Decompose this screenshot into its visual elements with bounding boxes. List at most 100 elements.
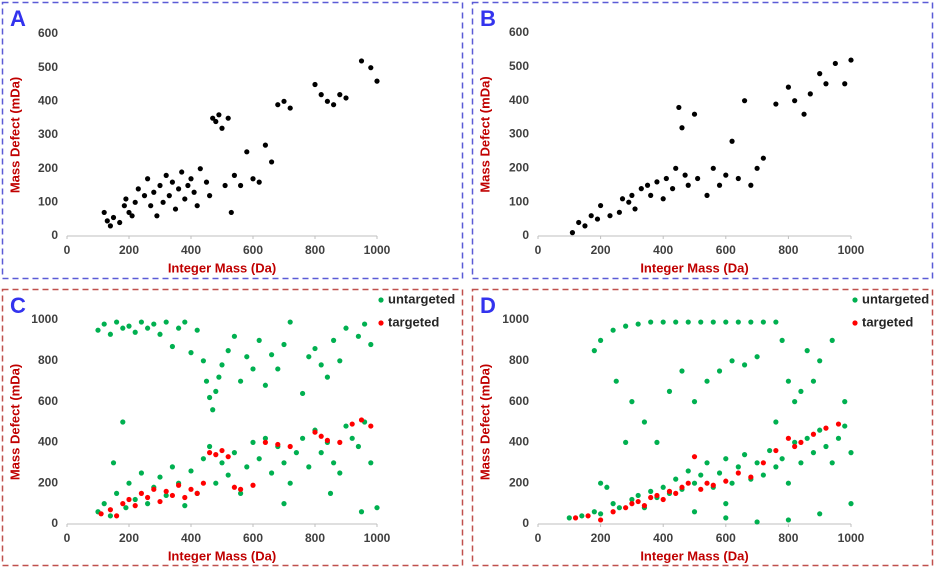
point bbox=[231, 484, 237, 490]
point bbox=[358, 509, 365, 515]
point bbox=[287, 443, 293, 450]
point bbox=[779, 337, 785, 343]
x-tick-label: 1000 bbox=[364, 243, 391, 257]
point bbox=[222, 182, 228, 189]
point bbox=[673, 319, 679, 325]
panel-border bbox=[1, 1, 464, 280]
point bbox=[735, 470, 741, 476]
legend-label: untargeted bbox=[862, 291, 929, 306]
point bbox=[754, 460, 760, 466]
point bbox=[632, 206, 638, 212]
point bbox=[685, 468, 691, 474]
point bbox=[269, 470, 275, 476]
point bbox=[835, 435, 842, 441]
point bbox=[275, 441, 281, 448]
x-tick-label: 400 bbox=[653, 531, 673, 545]
point bbox=[126, 496, 132, 503]
point bbox=[698, 472, 704, 478]
point bbox=[145, 176, 151, 182]
point bbox=[145, 494, 151, 501]
point bbox=[666, 388, 673, 394]
y-tick-label: 100 bbox=[38, 195, 58, 209]
point bbox=[691, 111, 698, 117]
point bbox=[810, 450, 817, 456]
point bbox=[188, 486, 194, 492]
x-tick-label: 800 bbox=[778, 531, 798, 545]
x-tick-label: 0 bbox=[64, 531, 71, 545]
point bbox=[598, 337, 604, 343]
point bbox=[362, 321, 368, 327]
point bbox=[225, 472, 231, 478]
point bbox=[626, 199, 632, 205]
point bbox=[107, 223, 113, 229]
point bbox=[792, 399, 798, 405]
point bbox=[848, 501, 854, 507]
y-tick-label: 0 bbox=[51, 228, 58, 242]
point bbox=[306, 354, 312, 360]
point bbox=[644, 182, 651, 188]
y-tick-label: 600 bbox=[509, 394, 529, 408]
point bbox=[619, 196, 626, 202]
panel-letter: D bbox=[480, 293, 496, 318]
point bbox=[123, 196, 129, 202]
point bbox=[355, 333, 361, 339]
point bbox=[120, 325, 126, 331]
legend-marker bbox=[852, 297, 858, 303]
point bbox=[588, 213, 594, 219]
point bbox=[704, 480, 710, 486]
point bbox=[832, 60, 838, 67]
point bbox=[120, 419, 126, 425]
point bbox=[176, 325, 182, 331]
point bbox=[179, 169, 185, 175]
point bbox=[810, 431, 817, 437]
point bbox=[244, 464, 250, 470]
point bbox=[281, 341, 287, 348]
point bbox=[663, 175, 669, 182]
point bbox=[648, 494, 654, 501]
point bbox=[262, 142, 268, 148]
panel-letter: B bbox=[480, 6, 496, 31]
point bbox=[343, 423, 349, 429]
point bbox=[710, 319, 716, 325]
point bbox=[648, 488, 654, 494]
y-tick-label: 200 bbox=[509, 161, 529, 175]
point bbox=[216, 112, 222, 118]
point bbox=[685, 480, 691, 486]
point bbox=[842, 423, 848, 429]
y-tick-label: 1000 bbox=[502, 312, 529, 326]
point bbox=[810, 378, 817, 384]
point bbox=[210, 407, 216, 413]
point bbox=[176, 482, 182, 488]
point bbox=[817, 427, 823, 433]
y-tick-label: 400 bbox=[38, 435, 58, 449]
point bbox=[760, 472, 766, 478]
point bbox=[182, 319, 188, 325]
point bbox=[138, 319, 144, 325]
panel-border bbox=[471, 1, 934, 280]
point bbox=[729, 480, 735, 486]
legend-label: targeted bbox=[388, 314, 439, 329]
point bbox=[300, 435, 306, 441]
point bbox=[203, 179, 210, 185]
point bbox=[691, 454, 698, 460]
point bbox=[219, 362, 225, 368]
point bbox=[349, 421, 355, 427]
point bbox=[823, 443, 829, 450]
point bbox=[157, 498, 163, 505]
point bbox=[138, 470, 144, 476]
point bbox=[848, 57, 854, 63]
point bbox=[262, 382, 268, 388]
point bbox=[135, 186, 141, 192]
point bbox=[594, 216, 601, 222]
point bbox=[729, 358, 735, 364]
point bbox=[132, 503, 138, 509]
point bbox=[318, 92, 324, 98]
point bbox=[306, 464, 312, 470]
x-axis-title: Integer Mass (Da) bbox=[168, 260, 276, 275]
point bbox=[210, 115, 216, 121]
point bbox=[760, 319, 766, 325]
x-tick-label: 200 bbox=[119, 243, 139, 257]
point bbox=[101, 321, 107, 327]
point bbox=[176, 186, 182, 192]
point bbox=[629, 192, 635, 198]
